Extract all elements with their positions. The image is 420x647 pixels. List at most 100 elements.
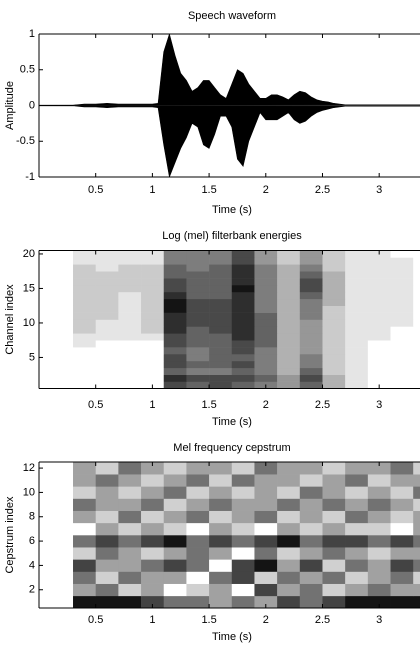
heatmap-cell [413, 367, 420, 375]
heatmap-cell [141, 498, 165, 511]
heatmap-cell [163, 595, 187, 608]
heatmap-cell [95, 486, 119, 499]
heatmap-cell [95, 498, 119, 511]
heatmap-cell [231, 278, 255, 286]
heatmap-cell [254, 486, 278, 499]
heatmap-cell [163, 354, 187, 362]
x-tick-label: 1.5 [201, 184, 216, 196]
y-axis-label: Cepstrum index [4, 496, 16, 574]
heatmap-cell [322, 381, 346, 389]
heatmap-cell [186, 381, 210, 389]
heatmap-cell [73, 347, 96, 355]
heatmap-cell [231, 264, 255, 272]
heatmap-cell [186, 354, 210, 362]
heatmap-cell [390, 340, 414, 348]
y-tick-label: 1 [29, 28, 35, 40]
heatmap-cell [73, 547, 96, 560]
heatmap-cell [209, 285, 233, 293]
heatmap-cell [413, 333, 420, 341]
heatmap-cell [277, 595, 301, 608]
heatmap-cell [345, 381, 369, 389]
heatmap-cell [413, 474, 420, 487]
heatmap-cell [186, 312, 210, 320]
heatmap-cell [209, 559, 233, 572]
heatmap-cell [73, 305, 96, 313]
heatmap-cell [186, 326, 210, 334]
heatmap-cell [299, 340, 323, 348]
heatmap-cell [322, 319, 346, 327]
heatmap-cell [163, 298, 187, 306]
heatmap-cell [163, 250, 187, 258]
heatmap-cell [118, 326, 142, 334]
heatmap-cell [390, 381, 414, 389]
heatmap-cell [254, 285, 278, 293]
heatmap-cell [118, 486, 142, 499]
y-tick-label: 20 [23, 248, 35, 260]
heatmap-cell [390, 571, 414, 584]
heatmap-cell [141, 278, 165, 286]
heatmap-cell [186, 340, 210, 348]
heatmap-cell [367, 374, 391, 382]
heatmap-cell [95, 271, 119, 279]
heatmap-cell [322, 595, 346, 608]
heatmap-cell [254, 257, 278, 265]
heatmap-cell [367, 547, 391, 560]
x-tick-label: 2.5 [315, 614, 330, 626]
heatmap-cell [118, 250, 142, 258]
heatmap-cell [390, 462, 414, 475]
heatmap-cell [390, 250, 414, 258]
heatmap-cell [367, 367, 391, 375]
heatmap-cell [322, 510, 346, 524]
subplot-title: Log (mel) filterbank energies [162, 230, 302, 242]
heatmap-cell [413, 547, 420, 560]
heatmap-cell [367, 340, 391, 348]
heatmap-cell [141, 510, 165, 524]
heatmap-cell [277, 305, 301, 313]
heatmap-cell [322, 522, 346, 536]
heatmap-cell [322, 291, 346, 300]
heatmap-cell [345, 559, 369, 572]
heatmap-cell [73, 571, 96, 584]
heatmap-cell [95, 285, 119, 293]
heatmap-cell [277, 498, 301, 511]
heatmap-cell [73, 285, 96, 293]
heatmap-cell [231, 462, 255, 475]
heatmap-cell [390, 291, 414, 300]
heatmap-cell [277, 271, 301, 279]
heatmap-cell [345, 257, 369, 265]
heatmap-cell [163, 486, 187, 499]
heatmap-cell [209, 271, 233, 279]
heatmap-cell [73, 360, 96, 369]
y-tick-label: 0 [29, 99, 35, 111]
y-tick-label: -0.5 [16, 135, 35, 147]
heatmap-cell [141, 486, 165, 499]
heatmap-cell [254, 319, 278, 327]
heatmap-cell [277, 291, 301, 300]
heatmap-cell [254, 326, 278, 334]
y-tick-label: 10 [23, 486, 35, 498]
heatmap-cell [231, 381, 255, 389]
heatmap-cell [231, 360, 255, 369]
heatmap-cell [299, 510, 323, 524]
heatmap-cell [390, 595, 414, 608]
heatmap-cell [95, 360, 119, 369]
x-tick-label: 1.5 [201, 614, 216, 626]
heatmap-cell [413, 486, 420, 499]
heatmap-cell [186, 257, 210, 265]
heatmap-cell [141, 347, 165, 355]
x-tick-label: 1 [149, 399, 155, 411]
heatmap-cell [345, 547, 369, 560]
heatmap-cell [141, 547, 165, 560]
heatmap-cell [141, 462, 165, 475]
heatmap-cell [163, 374, 187, 382]
heatmap-cell [163, 583, 187, 597]
heatmap-cell [186, 278, 210, 286]
heatmap-cell [209, 547, 233, 560]
heatmap-cell [367, 354, 391, 362]
heatmap-cell [345, 583, 369, 597]
heatmap-cell [118, 374, 142, 382]
heatmap-cell [367, 291, 391, 300]
heatmap-cell [322, 559, 346, 572]
heatmap-cell [322, 333, 346, 341]
heatmap-cell [73, 312, 96, 320]
